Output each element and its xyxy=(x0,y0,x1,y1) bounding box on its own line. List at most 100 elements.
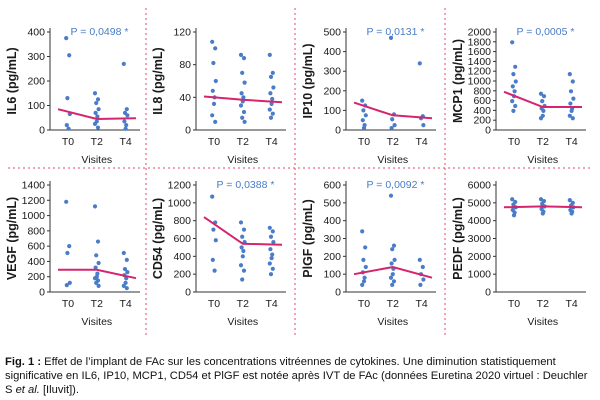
cd54-point xyxy=(238,220,244,225)
pigf-pvalue: P = 0,0092 * xyxy=(367,179,425,191)
vegf-point xyxy=(123,280,128,285)
mcp1-point xyxy=(538,91,544,96)
vegf-point xyxy=(124,286,129,291)
il8-point xyxy=(210,39,215,44)
cd54-point xyxy=(241,268,247,273)
cd54-point xyxy=(267,225,272,230)
mcp1-point xyxy=(567,113,572,118)
cd54-pvalue: P = 0,0388 * xyxy=(217,179,275,191)
ip10-point xyxy=(389,125,394,131)
pedf-y-label: PEDF (pg/mL) xyxy=(451,197,465,280)
pigf-point xyxy=(417,257,422,262)
il8-point xyxy=(241,56,247,61)
mcp1-point xyxy=(512,89,517,94)
il6-y-tick-label: 0 xyxy=(39,125,45,137)
il8-x-tick-label: T4 xyxy=(265,136,277,148)
cd54-point xyxy=(211,227,216,232)
pigf-y-tick-label: 100 xyxy=(323,269,341,281)
il8-point xyxy=(238,103,244,108)
mcp1-point xyxy=(571,96,576,101)
vegf-x-tick-label: T4 xyxy=(119,298,131,310)
vegf-point xyxy=(96,260,101,266)
il8-point xyxy=(271,85,276,90)
il6-point xyxy=(64,123,69,128)
caption-text: Effet de l’implant de FAc sur les concen… xyxy=(5,356,588,396)
vegf-y-tick-label: 200 xyxy=(27,271,45,283)
ip10-point xyxy=(360,98,365,103)
mcp1-point xyxy=(567,72,572,77)
cd54-point xyxy=(238,263,244,268)
ip10-trend-line xyxy=(353,101,433,120)
il6-x-tick-label: T4 xyxy=(119,136,131,148)
cd54-y-tick-label: 800 xyxy=(173,215,191,227)
vegf-point xyxy=(124,257,129,262)
il8-point xyxy=(211,101,217,106)
vegf-y-tick-label: 1200 xyxy=(22,195,46,207)
il8-point xyxy=(268,74,274,80)
pigf-point xyxy=(363,264,368,270)
pigf-point xyxy=(361,257,366,262)
mcp1-y-tick-label: 1600 xyxy=(468,46,492,58)
mcp1-point xyxy=(541,94,547,99)
il6-y-label: IL6 (pg/mL) xyxy=(5,47,19,114)
vegf-point xyxy=(64,199,69,204)
vegf-point xyxy=(96,283,101,288)
caption-italic: et al. xyxy=(15,384,40,396)
mcp1-x-tick-label: T2 xyxy=(537,136,549,148)
cd54-point xyxy=(268,234,274,239)
vegf-trend-line xyxy=(58,268,137,280)
il8-point xyxy=(210,113,215,118)
pedf-point xyxy=(540,201,545,206)
mcp1-point xyxy=(510,40,515,45)
il8-point xyxy=(267,52,272,57)
pedf-x-tick-label: T0 xyxy=(508,298,520,310)
pigf-point xyxy=(363,245,368,250)
cd54-point xyxy=(241,227,247,232)
ip10-x-label: Visites xyxy=(377,154,408,166)
ip10-point xyxy=(392,123,397,128)
ip10-y-tick-label: 0 xyxy=(335,125,341,137)
pedf-trend-line xyxy=(503,205,583,209)
ip10-y-tick-label: 100 xyxy=(323,105,341,117)
mcp1-point xyxy=(568,89,574,94)
cd54-point xyxy=(270,252,275,257)
vegf-y-label: VEGF (pg/mL) xyxy=(5,197,19,280)
pigf-point xyxy=(388,193,394,198)
vegf-point xyxy=(65,250,70,256)
pigf-y-label: PlGF (pg/mL) xyxy=(301,199,315,277)
il6-point xyxy=(123,126,128,131)
mcp1-y-tick-label: 200 xyxy=(473,115,491,127)
pigf-point xyxy=(390,282,395,287)
pigf-point xyxy=(361,279,367,284)
mcp1-pvalue: P = 0,0005 * xyxy=(517,26,575,38)
il8-point xyxy=(240,70,245,75)
mcp1-y-tick-label: 2000 xyxy=(468,27,492,39)
pigf-x-tick-label: T0 xyxy=(358,298,370,310)
mcp1-trend-line xyxy=(503,90,582,108)
vegf-y-tick-label: 1000 xyxy=(22,210,46,222)
cd54-point xyxy=(270,229,275,234)
pigf-x-label: Visites xyxy=(377,316,408,328)
il8-trend-line xyxy=(203,95,283,104)
cd54-point xyxy=(268,247,273,252)
mcp1-point xyxy=(510,84,515,89)
cd54-point xyxy=(268,272,274,277)
cd54-trend-line xyxy=(203,216,283,246)
il8-point xyxy=(240,115,245,120)
il8-point xyxy=(210,88,215,93)
ip10-y-tick-label: 200 xyxy=(323,85,341,97)
pigf-trend-line xyxy=(353,265,433,279)
pigf-y-tick-label: 300 xyxy=(323,233,341,245)
pedf-point xyxy=(511,202,516,207)
pedf-point xyxy=(511,213,517,218)
pigf-y-tick-label: 600 xyxy=(323,180,341,192)
ip10-point xyxy=(388,35,394,40)
il8-point xyxy=(242,80,247,85)
vegf-point xyxy=(64,283,69,288)
vegf-y-tick-label: 400 xyxy=(27,256,45,268)
mcp1-point xyxy=(541,108,546,113)
vegf-point xyxy=(93,265,98,270)
il6-point xyxy=(95,97,101,102)
il8-point xyxy=(268,115,274,120)
pigf-point xyxy=(392,257,397,262)
